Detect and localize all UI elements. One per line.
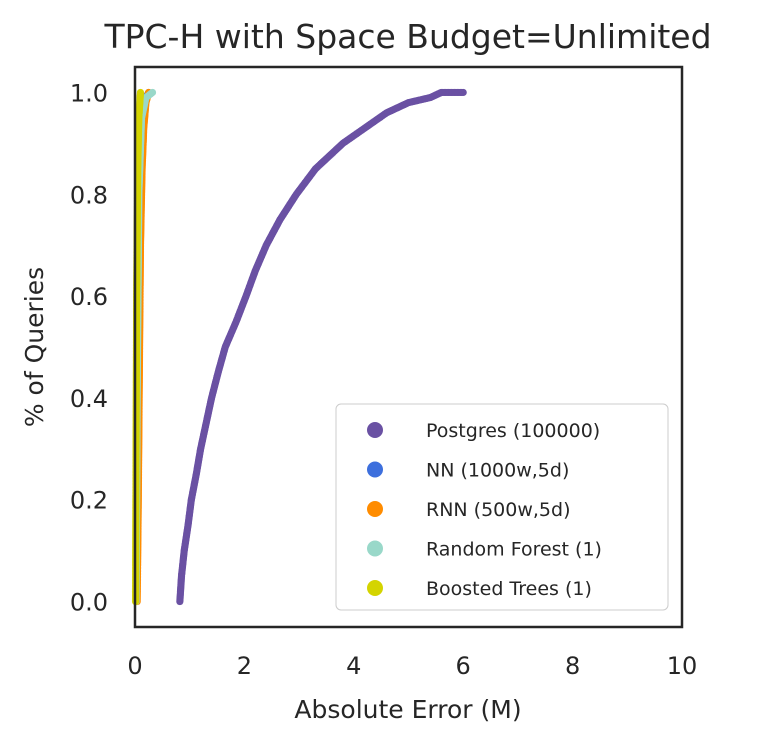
- legend-marker: [367, 422, 383, 438]
- series-0: [176, 88, 467, 606]
- x-tick-label: 8: [565, 652, 580, 680]
- legend-label: RNN (500w,5d): [426, 499, 571, 521]
- legend-marker: [367, 580, 383, 596]
- y-tick-label: 0.6: [70, 283, 108, 311]
- y-tick-label: 0.2: [70, 487, 108, 515]
- data-point: [136, 88, 145, 97]
- legend-marker: [367, 501, 383, 517]
- legend-box: [335, 403, 669, 611]
- x-tick-label: 0: [127, 652, 142, 680]
- data-point: [148, 88, 157, 97]
- x-tick-label: 6: [456, 652, 471, 680]
- legend-label: Postgres (100000): [426, 420, 600, 442]
- plot-marks: [131, 88, 467, 606]
- x-tick-label: 2: [237, 652, 252, 680]
- y-tick-label: 1.0: [70, 79, 108, 107]
- legend-marker: [367, 461, 383, 478]
- legend-label: Boosted Trees (1): [426, 578, 592, 600]
- x-tick-label: 10: [667, 652, 698, 680]
- y-tick-label: 0.4: [70, 385, 108, 413]
- x-tick-label: 4: [346, 652, 361, 680]
- legend: Postgres (100000) NN (1000w,5d) RNN (500w,…: [335, 403, 669, 611]
- legend-label: NN (1000w,5d): [426, 460, 569, 482]
- legend-marker: [367, 540, 383, 557]
- x-axis-label: Absolute Error (M): [294, 695, 521, 724]
- y-ticks: 0.0 0.2 0.4 0.6 0.8 1.0: [70, 79, 108, 616]
- x-ticks: 0 2 4 6 8 10: [127, 652, 697, 680]
- data-point: [459, 88, 467, 97]
- plot-frame: [133, 65, 684, 629]
- legend-items: Postgres (100000) NN (1000w,5d) RNN (500w,…: [367, 420, 602, 600]
- y-axis-label: % of Queries: [20, 267, 49, 427]
- chart-title: TPC-H with Space Budget=Unlimited: [103, 17, 711, 56]
- legend-label: Random Forest (1): [426, 539, 602, 561]
- y-tick-label: 0.8: [70, 181, 108, 209]
- y-tick-label: 0.0: [70, 589, 108, 617]
